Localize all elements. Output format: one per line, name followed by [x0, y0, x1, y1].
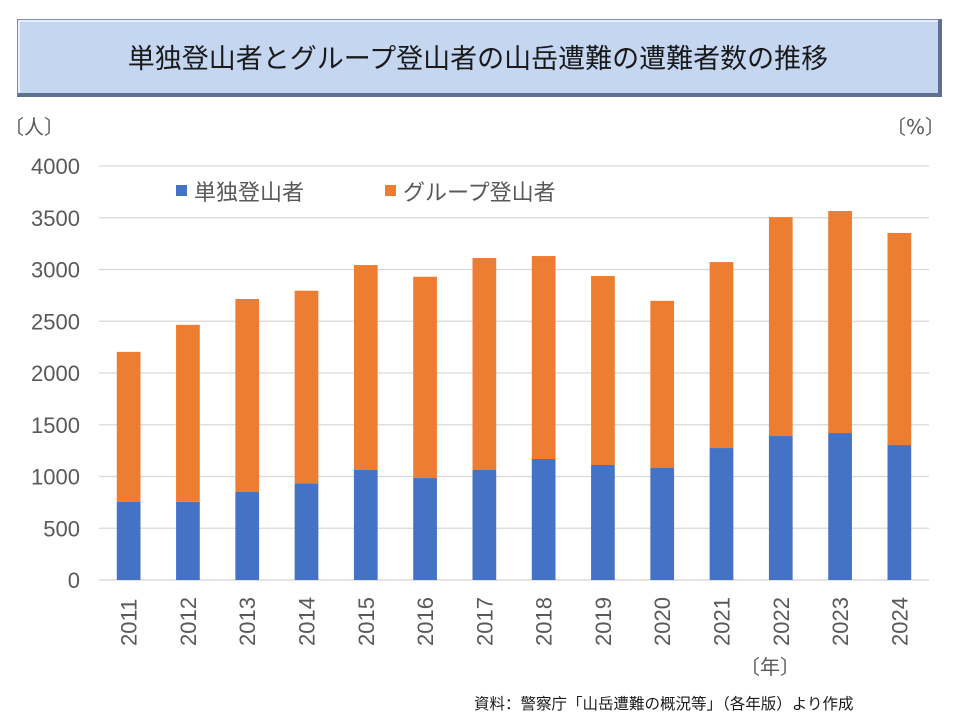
- bar-group-2018: [531, 256, 556, 460]
- x-tick-label: 2015: [354, 597, 379, 646]
- bar-group-2024: [887, 232, 912, 446]
- legend-label-solo: 単独登山者: [194, 181, 304, 206]
- bar-solo-2015: [353, 469, 378, 580]
- y-tick-label: 0: [68, 568, 80, 593]
- legend: 単独登山者 グループ登山者: [176, 181, 556, 206]
- x-tick-label: 2011: [117, 599, 142, 646]
- x-tick-label: 2018: [532, 597, 557, 646]
- x-tick-label: 2013: [235, 597, 260, 646]
- bar-solo-2016: [413, 478, 437, 580]
- x-tick-label: 2012: [176, 597, 201, 646]
- gridlines: [99, 165, 929, 581]
- y-tick-label: 1000: [31, 465, 80, 490]
- bar-group-2015: [353, 265, 378, 470]
- x-axis-unit: 〔年〕: [740, 655, 800, 679]
- y-tick-label: 2500: [31, 309, 80, 334]
- bar-solo-2011: [116, 501, 141, 580]
- bar-group-2021: [709, 262, 734, 449]
- y-tick-label: 2000: [31, 361, 80, 386]
- bar-solo-2012: [176, 501, 200, 580]
- bar-solo-2019: [591, 465, 615, 580]
- y-tick-label: 3500: [31, 206, 80, 231]
- x-tick-label: 2014: [295, 597, 320, 646]
- legend-label-group: グループ登山者: [403, 181, 556, 206]
- y-tick-label: 500: [43, 516, 80, 541]
- bar-solo-2023: [828, 433, 852, 580]
- x-tick-label: 2019: [591, 597, 616, 646]
- bar-solo-2014: [294, 483, 319, 580]
- x-tick-label: 2024: [887, 597, 912, 646]
- bars: [116, 211, 912, 580]
- bar-group-2017: [472, 258, 497, 470]
- chart-title: 単独登山者とグループ登山者の山岳遭難の遭難者数の推移: [127, 44, 829, 75]
- y-tick-label: 3000: [31, 258, 80, 283]
- y-tick-label: 1500: [31, 413, 80, 438]
- x-tick-label: 2016: [413, 597, 438, 646]
- bar-solo-2013: [235, 492, 260, 580]
- title-box: 単独登山者とグループ登山者の山岳遭難の遭難者数の推移: [17, 19, 942, 97]
- x-axis-ticks: 2011 2012 2013 2014 2015 2016 2017 2018 2019 2020…: [117, 597, 913, 646]
- y-axis-unit-right: 〔%〕: [886, 115, 946, 139]
- bar-group-2023: [828, 211, 852, 434]
- bar-solo-2024: [887, 445, 912, 580]
- y-axis-ticks: 0 500 1000 1500 2000 2500 3000 3500 4000: [31, 154, 80, 593]
- y-tick-label: 4000: [31, 154, 80, 179]
- bar-group-2022: [768, 217, 793, 437]
- source-note: 資料：警察庁「山岳遭難の概況等」（各年版）より作成: [474, 695, 854, 713]
- bar-group-2016: [413, 276, 437, 479]
- x-tick-label: 2020: [650, 597, 675, 646]
- bar-solo-2018: [531, 459, 556, 580]
- x-tick-label: 2023: [828, 597, 853, 646]
- legend-swatch-group: [385, 185, 396, 196]
- bar-solo-2020: [650, 468, 675, 580]
- bar-group-2014: [294, 290, 319, 484]
- bar-group-2020: [650, 300, 675, 469]
- legend-swatch-solo: [176, 185, 187, 196]
- bar-group-2012: [176, 324, 200, 502]
- x-tick-label: 2021: [710, 597, 735, 646]
- x-tick-label: 2017: [472, 597, 497, 646]
- y-axis-unit-left: 〔人〕: [4, 115, 64, 139]
- bar-solo-2022: [768, 436, 793, 580]
- bar-solo-2021: [709, 448, 734, 580]
- bar-group-2019: [591, 276, 615, 466]
- bar-group-2011: [116, 351, 141, 502]
- bar-solo-2017: [472, 469, 497, 580]
- x-tick-label: 2022: [769, 597, 794, 646]
- bar-group-2013: [235, 298, 260, 493]
